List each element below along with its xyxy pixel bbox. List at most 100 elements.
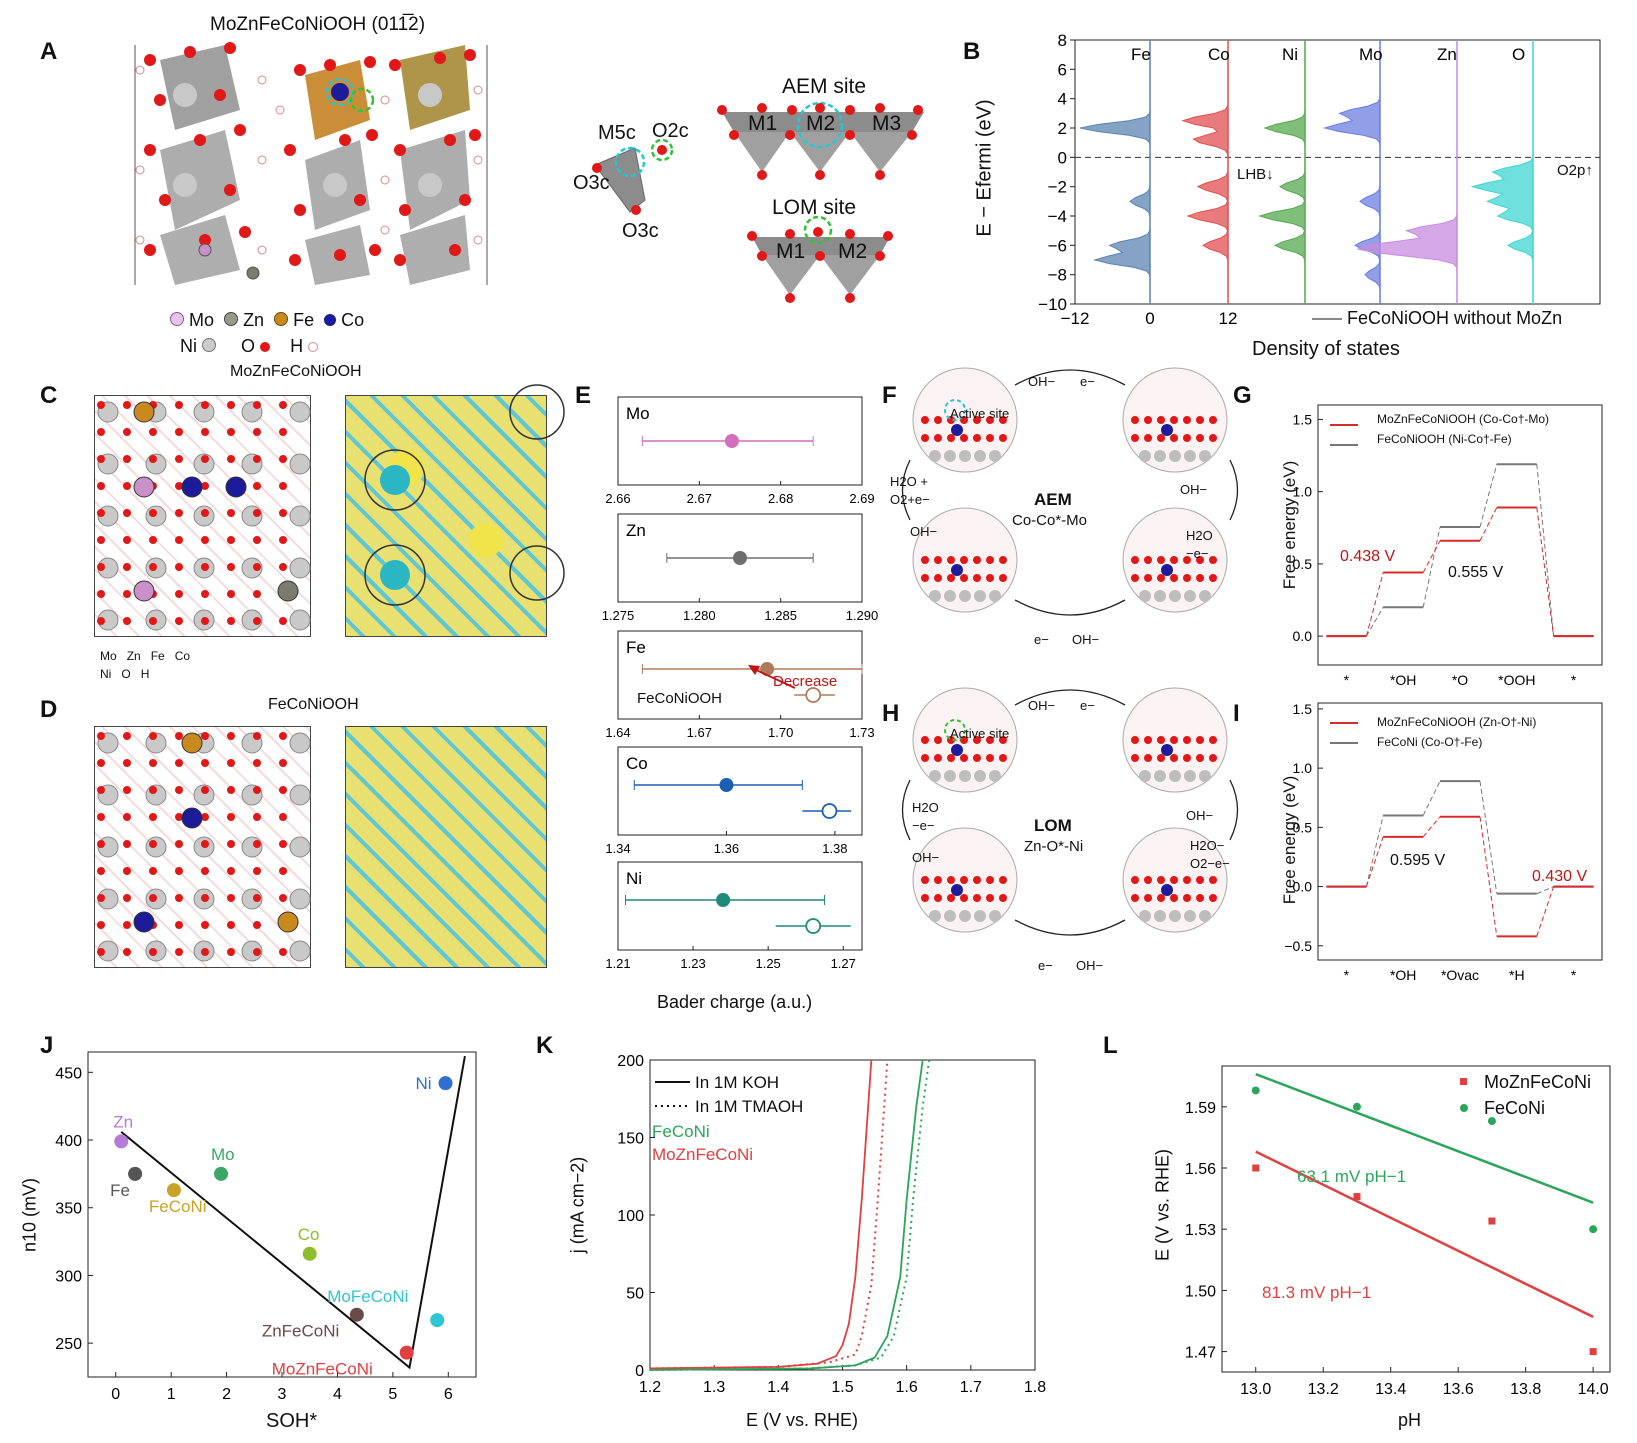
- h-atom: [135, 65, 145, 75]
- panel-b-legend: FeCoNiOOH without MoZn: [1312, 308, 1562, 329]
- bader-point-doped: [724, 434, 739, 448]
- o-atom: [149, 867, 157, 875]
- legend-mo: Mo: [189, 310, 215, 330]
- j-xtick-label: 5: [388, 1386, 397, 1403]
- cycle-arrow: [901, 459, 911, 521]
- b-xtick-label: 12: [1219, 309, 1238, 328]
- o-atom: [1144, 876, 1152, 884]
- b-ytick-label: 4: [1058, 90, 1067, 109]
- o-atom: [1196, 894, 1204, 902]
- f-right-e: −e−: [1186, 546, 1209, 561]
- dos-curve-ni: [1258, 40, 1306, 304]
- energy-xcat: *: [1344, 672, 1350, 688]
- o-atom: [1144, 736, 1152, 744]
- o-atom: [123, 759, 131, 767]
- cycle-arrow: [1014, 369, 1126, 386]
- o-atom: [1157, 556, 1165, 564]
- o-atom: [97, 759, 105, 767]
- ni-atom: [1184, 770, 1196, 782]
- h-top-e: e−: [1080, 698, 1095, 713]
- ni-atom: [1154, 590, 1166, 602]
- o-atom: [1196, 434, 1204, 442]
- bader-tick-label: 1.21: [605, 956, 630, 971]
- l-ytick-label: 1.50: [1185, 1283, 1216, 1300]
- k-xtick-label: 1.4: [767, 1379, 789, 1396]
- o-atom: [149, 948, 157, 956]
- ni-atom: [289, 609, 311, 631]
- bader-tick-label: 1.290: [846, 608, 879, 623]
- o-atom: [279, 867, 287, 875]
- o-atom: [175, 455, 183, 463]
- panel-c-charge-density: [345, 395, 547, 637]
- bader-tick-label: 1.285: [764, 608, 797, 623]
- bader-tick-label: 2.68: [768, 491, 793, 506]
- k-ytick-label: 150: [617, 1131, 644, 1148]
- o-atom: [960, 754, 968, 762]
- ni-atom: [929, 590, 941, 602]
- octahedra-chain-1: [160, 45, 240, 285]
- site-label-o3c-left: O3c: [573, 172, 610, 194]
- b-ytick-label: −6: [1048, 236, 1067, 255]
- o-atom: [399, 204, 411, 216]
- ni-atom: [944, 770, 956, 782]
- ni-atom: [974, 450, 986, 462]
- energy-ytick-label: 0.0: [1293, 628, 1313, 644]
- o-atom: [175, 401, 183, 409]
- o-atom: [201, 563, 209, 571]
- o-atom: [201, 894, 209, 902]
- h-active-site: Active site: [950, 726, 1010, 741]
- o-atom: [973, 556, 981, 564]
- o-atom: [154, 94, 166, 106]
- o-atom: [289, 254, 301, 266]
- bader-tick-label: 1.67: [687, 725, 712, 740]
- cycle-arrow: [901, 779, 911, 841]
- o-atom: [227, 428, 235, 436]
- h-right-o2: O2−e−: [1190, 856, 1230, 871]
- ni-atom: [989, 910, 1001, 922]
- o-atom: [239, 226, 251, 238]
- ni-atom: [289, 505, 311, 527]
- h-atom: [473, 155, 483, 165]
- o-atom: [973, 754, 981, 762]
- o-atom: [1131, 754, 1139, 762]
- bader-frame-co: [617, 746, 863, 836]
- o-atom: [1196, 736, 1204, 744]
- o-atom: [227, 840, 235, 848]
- ni-atom: [1139, 770, 1151, 782]
- bader-point-doped: [719, 778, 734, 792]
- o-atom: [279, 563, 287, 571]
- charge-lobe: [380, 560, 410, 590]
- o-atom: [201, 617, 209, 625]
- o-atom: [97, 813, 105, 821]
- legend-mo-swatch: [170, 312, 184, 326]
- o-atom: [934, 894, 942, 902]
- k-ytick-label: 100: [617, 1208, 644, 1225]
- o-atom: [279, 813, 287, 821]
- o-atom: [123, 617, 131, 625]
- panel-a-legend: Mo Zn Fe Co Ni O H: [170, 307, 364, 359]
- h-atom: [380, 175, 390, 185]
- o-atom: [201, 732, 209, 740]
- c-legend-h: H: [140, 667, 150, 681]
- co-atom: [951, 744, 963, 756]
- j-point-mo: [214, 1166, 229, 1181]
- o-atom: [947, 556, 955, 564]
- o-atom: [1209, 574, 1217, 582]
- o-atom: [175, 840, 183, 848]
- o-atom: [123, 840, 131, 848]
- bader-tick-label: 1.38: [822, 841, 847, 856]
- panel-e-xlabel: Bader charge (a.u.): [657, 992, 813, 1012]
- ni-atom: [289, 940, 311, 962]
- panel-label-e: E: [575, 382, 592, 409]
- energy-connector: [1479, 816, 1498, 937]
- o-atom: [253, 401, 261, 409]
- ni-atom: [959, 450, 971, 462]
- ni-atom: [289, 888, 311, 910]
- bader-tick-label: 2.66: [605, 491, 630, 506]
- lom-m1: M1: [776, 240, 806, 263]
- o-atom: [97, 840, 105, 848]
- c-legend-co: Co: [174, 649, 191, 663]
- energy-xcat: *: [1571, 967, 1577, 983]
- o-atom: [986, 574, 994, 582]
- o-atom: [227, 455, 235, 463]
